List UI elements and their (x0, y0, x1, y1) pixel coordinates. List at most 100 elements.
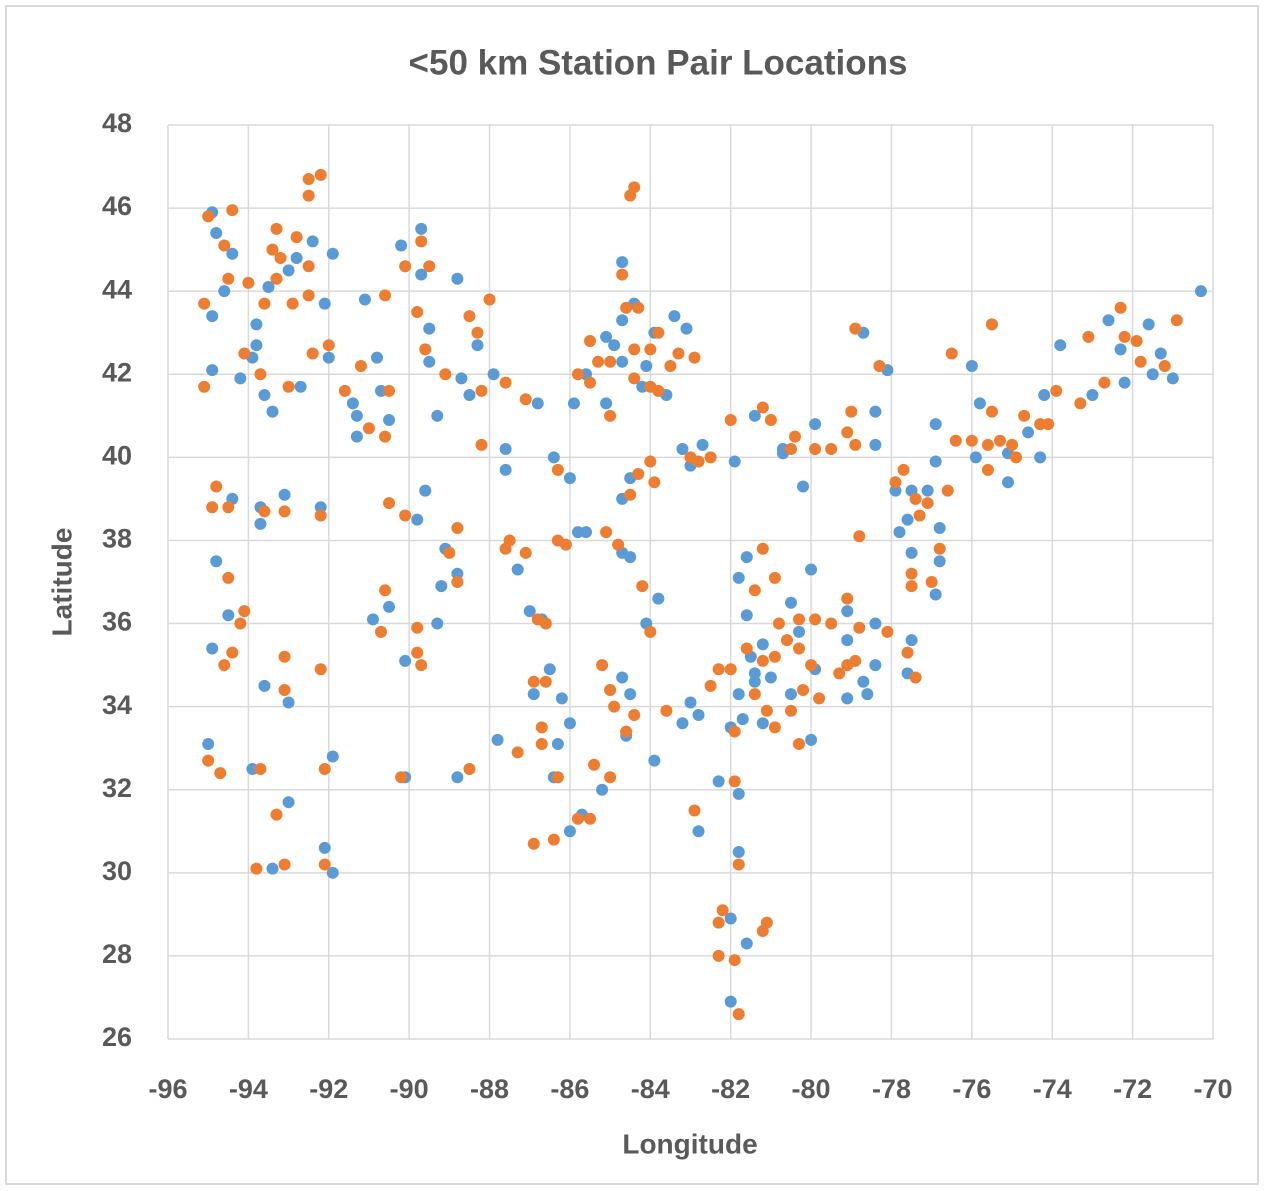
y-tick-label: 44 (102, 274, 132, 304)
x-tick-label: -84 (631, 1074, 670, 1104)
point (547, 451, 560, 464)
point (704, 679, 717, 692)
point (1086, 389, 1099, 402)
point (250, 339, 263, 352)
point (527, 675, 540, 688)
point (604, 409, 617, 422)
y-tick-label: 42 (102, 357, 132, 387)
point (684, 696, 697, 709)
point (680, 322, 693, 335)
x-tick-label: -72 (1113, 1074, 1152, 1104)
point (841, 592, 854, 605)
point (845, 405, 858, 418)
point (688, 804, 701, 817)
point (724, 995, 737, 1008)
point (563, 825, 576, 838)
point (451, 521, 464, 534)
point (616, 355, 629, 368)
point (266, 862, 279, 875)
point (604, 771, 617, 784)
point (1134, 355, 1147, 368)
x-tick-label: -90 (390, 1074, 429, 1104)
y-tick-label: 38 (102, 524, 132, 554)
point (869, 438, 882, 451)
point (318, 858, 331, 871)
point (728, 725, 741, 738)
y-tick-label: 34 (102, 690, 132, 720)
point (732, 858, 745, 871)
point (672, 347, 685, 360)
x-tick-label: -94 (229, 1074, 268, 1104)
point (600, 526, 613, 539)
point (302, 260, 315, 273)
point (1170, 314, 1183, 327)
point (624, 688, 637, 701)
point (198, 380, 211, 393)
point (933, 555, 946, 568)
point (519, 546, 532, 559)
point (531, 397, 544, 410)
point (660, 704, 673, 717)
point (644, 343, 657, 356)
point (748, 409, 761, 422)
point (881, 625, 894, 638)
point (632, 301, 645, 314)
point (913, 509, 926, 522)
point (1142, 318, 1155, 331)
point (1042, 418, 1055, 431)
point (893, 526, 906, 539)
point (825, 443, 838, 456)
point (210, 227, 223, 240)
point (210, 555, 223, 568)
point (841, 426, 854, 439)
point (849, 654, 862, 667)
point (905, 567, 918, 580)
point (941, 484, 954, 497)
point (362, 422, 375, 435)
point (399, 509, 412, 522)
point (379, 289, 392, 302)
point (604, 684, 617, 697)
point (624, 488, 637, 501)
point (728, 775, 741, 788)
point (258, 505, 271, 518)
point (1050, 384, 1063, 397)
point (306, 235, 319, 248)
point (724, 663, 737, 676)
point (503, 534, 516, 547)
point (644, 625, 657, 638)
point (451, 272, 464, 285)
point (740, 609, 753, 622)
point (202, 738, 215, 751)
point (1006, 438, 1019, 451)
point (981, 438, 994, 451)
point (732, 846, 745, 859)
point (314, 509, 327, 522)
point (712, 949, 725, 962)
y-tick-label: 26 (102, 1022, 132, 1052)
point (383, 413, 396, 426)
point (696, 438, 709, 451)
point (314, 168, 327, 181)
point (278, 684, 291, 697)
point (1054, 339, 1067, 352)
point (736, 713, 749, 726)
point (350, 430, 363, 443)
point (411, 621, 424, 634)
point (463, 762, 476, 775)
point (471, 339, 484, 352)
point (889, 476, 902, 489)
point (238, 605, 251, 618)
point (511, 563, 524, 576)
point (226, 204, 239, 217)
point (732, 1008, 745, 1021)
point (668, 310, 681, 323)
point (869, 617, 882, 630)
point (210, 480, 223, 493)
point (768, 650, 781, 663)
point (640, 359, 653, 372)
point (869, 659, 882, 672)
point (483, 293, 496, 306)
point (274, 251, 287, 264)
point (338, 384, 351, 397)
